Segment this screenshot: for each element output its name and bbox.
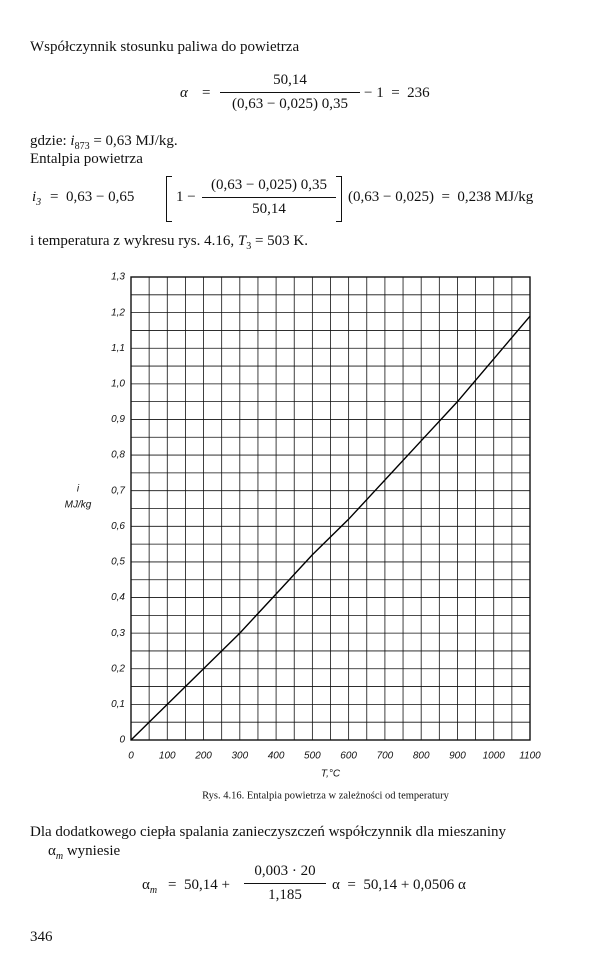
symbol: i <box>70 133 75 149</box>
y-tick-label: 0 <box>119 735 125 746</box>
denominator: (0,63 − 0,025) 0,35 <box>232 96 348 112</box>
equation-part: (0,63 − 0,025) = 0,238 MJ/kg <box>348 189 534 205</box>
y-tick-label: 0,2 <box>111 663 125 674</box>
paragraph: Współczynnik stosunku paliwa do powietrz… <box>30 39 300 55</box>
subscript: m <box>55 851 64 862</box>
equation-part: = 50,14 + <box>168 877 230 893</box>
paragraph: αm wyniesie <box>48 842 120 862</box>
chart: 0 0,1 0,2 0,3 0,4 0,5 0,6 0,7 0,8 0,9 1,0 1,1 1,2 1,3… <box>65 272 542 802</box>
subscript: m <box>149 885 158 896</box>
symbol: α <box>142 877 150 893</box>
page-number: 346 <box>30 929 53 945</box>
plot-frame <box>130 276 531 741</box>
y-tick-label: 1,1 <box>111 343 125 354</box>
y-tick-label: 0,8 <box>111 450 125 461</box>
subscript: 873 <box>74 141 90 152</box>
bracket <box>166 176 172 222</box>
x-tick-label: 0 <box>128 751 134 762</box>
x-tick-label: 600 <box>340 751 357 762</box>
equation-part: 1 − <box>176 189 196 205</box>
subscript: 3 <box>36 197 42 208</box>
y-axis-unit: MJ/kg <box>65 500 92 511</box>
text: i temperatura z wykresu rys. 4.16, <box>30 233 235 249</box>
symbol: α <box>180 85 188 101</box>
fraction-line <box>202 197 336 198</box>
x-tick-label: 1100 <box>519 751 541 762</box>
operator: = <box>202 85 211 101</box>
paragraph: i temperatura z wykresu rys. 4.16, T3 = … <box>30 232 308 252</box>
y-tick-label: 1,3 <box>111 272 125 283</box>
symbol: i3 <box>32 188 41 208</box>
paragraph: Dla dodatkowego ciepła spalania zanieczy… <box>30 824 507 840</box>
symbol: i <box>32 189 37 205</box>
where-line: gdzie: i873 = 0,63 MJ/kg. <box>30 132 178 152</box>
denominator: 1,185 <box>268 887 302 903</box>
y-tick-label: 0,6 <box>111 521 125 532</box>
x-tick-label: 400 <box>268 751 285 762</box>
x-tick-label: 100 <box>159 751 176 762</box>
numerator: 0,003 · 20 <box>254 863 316 879</box>
x-tick-label: 1000 <box>483 751 506 762</box>
symbol: αm <box>142 876 157 896</box>
y-tick-label: 0,1 <box>111 699 125 710</box>
fraction-line <box>220 92 360 93</box>
y-axis-label: i <box>77 484 80 495</box>
x-tick-label: 200 <box>194 751 212 762</box>
y-tick-label: 0,9 <box>111 414 125 425</box>
fraction-line <box>244 883 326 884</box>
x-tick-label: 300 <box>231 751 248 762</box>
symbol: α <box>48 843 56 859</box>
x-axis-label: T,°C <box>321 769 341 780</box>
x-tick-label: 900 <box>449 751 466 762</box>
paragraph: Entalpia powietrza <box>30 151 143 167</box>
equation-rest: − 1 = 236 <box>364 85 430 101</box>
numerator: 50,14 <box>273 72 307 88</box>
y-tick-label: 0,3 <box>111 628 125 639</box>
denominator: 50,14 <box>252 201 286 217</box>
y-tick-label: 1,0 <box>111 378 125 389</box>
caption: Rys. 4.16. Entalpia powietrza w zależnoś… <box>202 790 450 801</box>
data-line <box>130 315 531 741</box>
y-tick-label: 0,5 <box>111 557 125 568</box>
text: gdzie: <box>30 133 67 149</box>
equation-part: α = 50,14 + 0,0506 α <box>332 877 466 893</box>
text: = 503 K. <box>254 233 308 249</box>
x-tick-label: 500 <box>304 751 321 762</box>
equation-part: = 0,63 − 0,65 <box>50 189 135 205</box>
subscript: 3 <box>246 241 252 252</box>
y-tick-label: 0,4 <box>111 592 125 603</box>
numerator: (0,63 − 0,025) 0,35 <box>211 177 327 193</box>
bracket <box>336 176 342 222</box>
x-tick-label: 700 <box>377 751 394 762</box>
y-tick-label: 0,7 <box>111 485 125 496</box>
y-tick-label: 1,2 <box>111 307 125 318</box>
text: = 0,63 MJ/kg. <box>93 133 178 149</box>
x-tick-label: 800 <box>413 751 430 762</box>
symbol: T <box>237 233 247 249</box>
text: wyniesie <box>66 843 121 859</box>
